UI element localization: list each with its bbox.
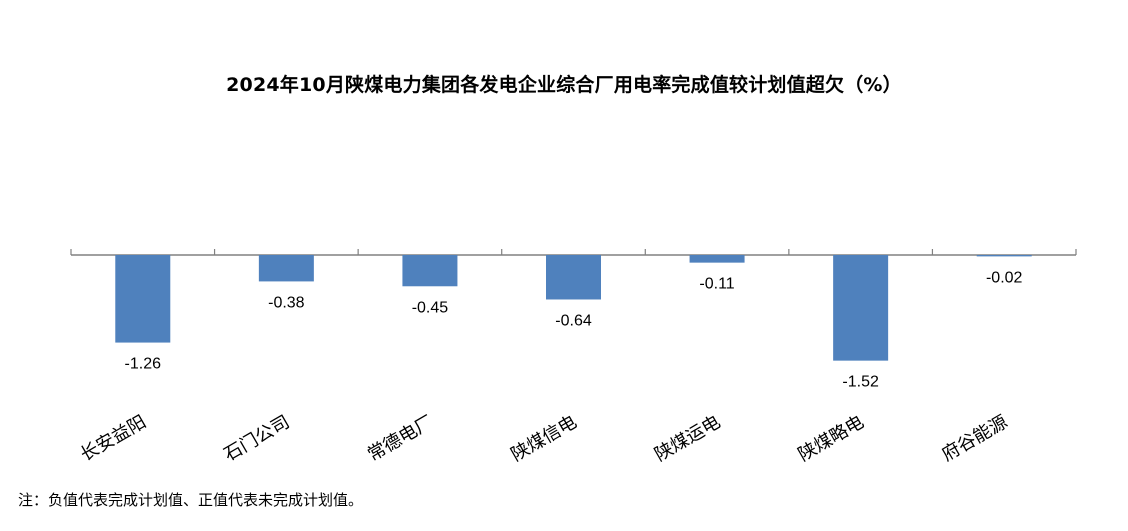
data-label: -0.38 xyxy=(268,294,305,311)
data-label: -1.52 xyxy=(842,374,879,391)
data-label: -0.45 xyxy=(412,299,449,316)
footnote: 注：负值代表完成计划值、正值代表未完成计划值。 xyxy=(18,491,364,509)
data-labels: -1.26 -0.38 -0.45 -0.64 -0.11 -1.52 -0.02 xyxy=(125,269,1023,390)
category-label: 陕煤信电 xyxy=(508,411,581,465)
data-label: -1.26 xyxy=(125,356,162,373)
bar xyxy=(258,255,314,282)
category-label: 陕煤略电 xyxy=(795,411,868,465)
x-axis-ticks xyxy=(70,249,1077,255)
bar xyxy=(115,255,171,343)
bar xyxy=(402,255,458,287)
data-label: -0.02 xyxy=(986,269,1023,286)
data-label: -0.11 xyxy=(699,276,734,293)
category-label: 长安益阳 xyxy=(77,411,150,465)
bar xyxy=(976,255,1032,257)
data-label: -0.64 xyxy=(555,312,592,329)
category-label: 常德电厂 xyxy=(364,411,437,465)
category-label: 府谷能源 xyxy=(938,411,1011,465)
bar xyxy=(546,255,601,300)
category-label: 石门公司 xyxy=(221,411,294,465)
bars xyxy=(115,255,1032,361)
category-labels: 长安益阳 石门公司 常德电厂 陕煤信电 陕煤运电 陕煤略电 府谷能源 xyxy=(77,411,1011,465)
chart-title: 2024年10月陕煤电力集团各发电企业综合厂用电率完成值较计划值超欠（%） xyxy=(226,74,902,96)
bar xyxy=(833,255,889,361)
bar xyxy=(689,255,745,263)
category-label: 陕煤运电 xyxy=(651,411,724,465)
